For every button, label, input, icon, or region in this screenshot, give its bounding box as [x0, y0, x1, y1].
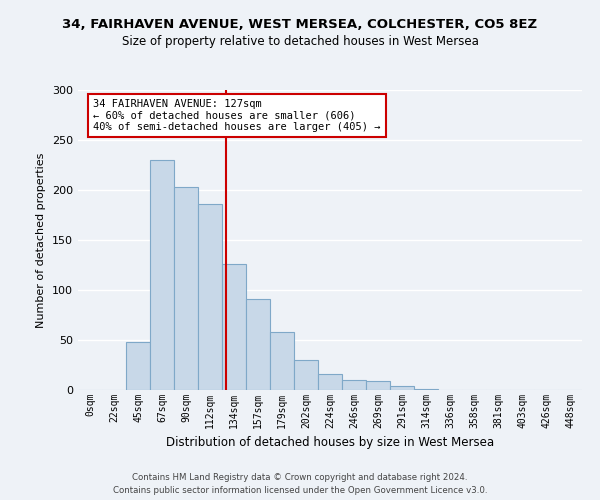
Bar: [198, 204, 222, 390]
Bar: [414, 389, 438, 390]
Bar: [318, 374, 342, 390]
Bar: [126, 342, 150, 390]
Bar: [342, 380, 366, 390]
Bar: [294, 360, 318, 390]
Bar: [222, 264, 246, 390]
Bar: [366, 381, 390, 390]
Text: Size of property relative to detached houses in West Mersea: Size of property relative to detached ho…: [122, 35, 478, 48]
Text: 34 FAIRHAVEN AVENUE: 127sqm
← 60% of detached houses are smaller (606)
40% of se: 34 FAIRHAVEN AVENUE: 127sqm ← 60% of det…: [93, 99, 380, 132]
Bar: [270, 332, 294, 390]
Bar: [390, 386, 414, 390]
Text: 34, FAIRHAVEN AVENUE, WEST MERSEA, COLCHESTER, CO5 8EZ: 34, FAIRHAVEN AVENUE, WEST MERSEA, COLCH…: [62, 18, 538, 30]
Bar: [150, 160, 174, 390]
Text: Contains HM Land Registry data © Crown copyright and database right 2024.
Contai: Contains HM Land Registry data © Crown c…: [113, 474, 487, 495]
Bar: [174, 187, 198, 390]
Bar: [246, 299, 270, 390]
Y-axis label: Number of detached properties: Number of detached properties: [37, 152, 46, 328]
X-axis label: Distribution of detached houses by size in West Mersea: Distribution of detached houses by size …: [166, 436, 494, 450]
